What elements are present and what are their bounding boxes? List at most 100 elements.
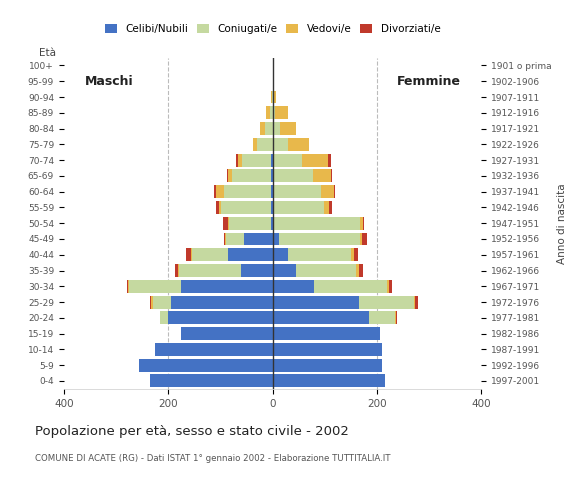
Bar <box>369 312 396 324</box>
Bar <box>224 185 271 198</box>
Bar <box>274 154 302 167</box>
Bar <box>314 280 387 293</box>
Bar <box>415 296 418 309</box>
Bar <box>353 248 358 261</box>
Bar <box>324 201 329 214</box>
Bar <box>171 296 273 309</box>
Bar <box>273 138 288 151</box>
Bar <box>179 264 241 277</box>
Bar <box>226 232 244 245</box>
Bar <box>242 154 271 167</box>
Bar <box>273 374 385 387</box>
Bar <box>362 232 367 245</box>
Bar <box>328 154 331 167</box>
Bar <box>275 107 288 119</box>
Bar <box>153 296 171 309</box>
Y-axis label: Anno di nascita: Anno di nascita <box>557 183 567 264</box>
Bar <box>271 169 273 182</box>
Bar <box>270 91 271 104</box>
Bar <box>271 217 273 229</box>
Bar <box>160 312 168 324</box>
Text: COMUNE DI ACATE (RG) - Dati ISTAT 1° gennaio 2002 - Elaborazione TUTTITALIA.IT: COMUNE DI ACATE (RG) - Dati ISTAT 1° gen… <box>35 454 390 463</box>
Bar <box>273 327 379 340</box>
Bar <box>257 138 273 151</box>
Bar <box>228 248 273 261</box>
Bar <box>213 185 216 198</box>
Bar <box>264 122 273 135</box>
Bar <box>358 264 363 277</box>
Bar <box>273 232 279 245</box>
Bar <box>288 138 309 151</box>
Bar <box>177 264 179 277</box>
Bar <box>273 169 274 182</box>
Bar <box>271 185 273 198</box>
Bar <box>363 217 364 229</box>
Bar <box>396 312 397 324</box>
Bar <box>235 154 238 167</box>
Bar <box>271 154 273 167</box>
Bar <box>270 107 273 119</box>
Bar <box>271 91 273 104</box>
Bar <box>128 280 129 293</box>
Bar <box>274 91 276 104</box>
Bar <box>186 248 191 261</box>
Bar <box>155 343 273 356</box>
Bar <box>273 343 382 356</box>
Bar <box>181 327 273 340</box>
Bar <box>150 374 273 387</box>
Bar <box>273 264 296 277</box>
Bar <box>302 154 328 167</box>
Legend: Celibi/Nubili, Coniugati/e, Vedovi/e, Divorziati/e: Celibi/Nubili, Coniugati/e, Vedovi/e, Di… <box>100 20 445 38</box>
Bar <box>274 185 321 198</box>
Bar <box>288 248 351 261</box>
Bar <box>351 248 353 261</box>
Bar <box>414 296 415 309</box>
Bar <box>273 107 275 119</box>
Bar <box>227 169 228 182</box>
Bar <box>389 280 392 293</box>
Bar <box>273 312 369 324</box>
Bar <box>216 185 224 198</box>
Bar <box>334 185 335 198</box>
Bar <box>356 264 358 277</box>
Bar <box>175 264 177 277</box>
Bar <box>360 232 362 245</box>
Bar <box>151 296 153 309</box>
Bar <box>313 169 331 182</box>
Bar <box>329 201 332 214</box>
Bar <box>274 201 324 214</box>
Bar <box>271 201 273 214</box>
Bar <box>223 232 224 245</box>
Bar <box>244 232 273 245</box>
Bar <box>228 169 232 182</box>
Bar <box>223 217 228 229</box>
Bar <box>273 217 274 229</box>
Bar <box>280 122 296 135</box>
Bar <box>241 264 273 277</box>
Bar <box>181 280 273 293</box>
Text: Maschi: Maschi <box>85 75 133 88</box>
Bar <box>222 201 271 214</box>
Bar <box>273 248 288 261</box>
Bar <box>273 185 274 198</box>
Bar <box>219 201 222 214</box>
Bar <box>273 201 274 214</box>
Bar <box>191 248 228 261</box>
Bar <box>358 296 414 309</box>
Bar <box>360 217 363 229</box>
Bar <box>273 91 274 104</box>
Bar <box>273 296 358 309</box>
Bar <box>232 169 271 182</box>
Bar <box>321 185 334 198</box>
Bar <box>273 359 382 372</box>
Bar <box>139 359 273 372</box>
Text: Popolazione per età, sesso e stato civile - 2002: Popolazione per età, sesso e stato civil… <box>35 425 349 438</box>
Text: Età: Età <box>39 48 56 58</box>
Bar <box>273 154 274 167</box>
Bar <box>224 232 226 245</box>
Bar <box>273 280 314 293</box>
Bar <box>274 217 360 229</box>
Bar <box>387 280 389 293</box>
Bar <box>274 169 313 182</box>
Bar <box>296 264 356 277</box>
